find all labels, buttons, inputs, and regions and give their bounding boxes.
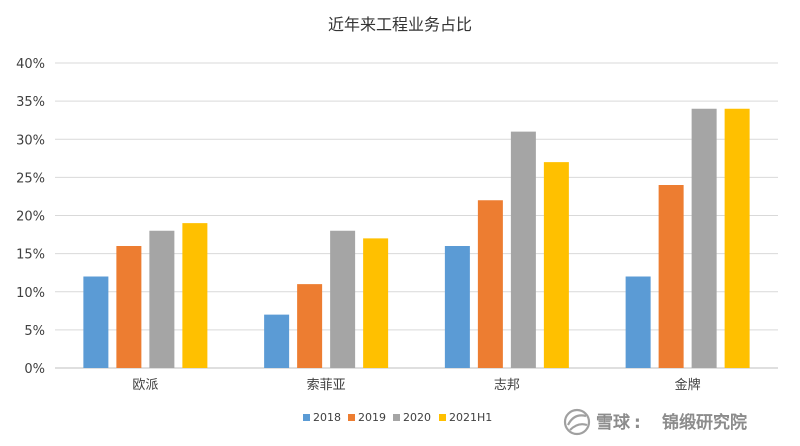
bar	[477, 200, 503, 368]
watermark: 雪球 : 锦缎研究院	[563, 408, 747, 436]
bar	[264, 314, 290, 368]
legend-swatch	[348, 414, 355, 421]
legend: 2018 2019 2020 2021H1	[303, 411, 492, 424]
bar	[149, 230, 175, 368]
watermark-separator: :	[634, 413, 641, 433]
y-tick-label: 5%	[24, 324, 45, 339]
legend-label: 2018	[313, 411, 341, 424]
legend-swatch	[393, 414, 400, 421]
bar	[658, 185, 684, 368]
x-category-label: 欧派	[132, 378, 158, 393]
bar	[444, 246, 470, 368]
y-tick-label: 15%	[16, 248, 45, 263]
legend-label: 2021H1	[449, 411, 492, 424]
bar	[724, 108, 750, 368]
watermark-brand: 雪球	[596, 413, 631, 433]
y-tick-label: 30%	[16, 133, 45, 148]
bar	[363, 238, 389, 368]
grid-layer	[55, 62, 778, 369]
y-tick-label: 0%	[24, 362, 45, 377]
x-category-label: 索菲亚	[307, 378, 346, 393]
bar	[625, 276, 651, 368]
y-axis-ticks: 0% 5% 10% 15% 20% 25% 30% 35% 40%	[16, 57, 45, 377]
chart-title: 近年来工程业务占比	[328, 15, 472, 34]
bar	[116, 246, 142, 368]
bar	[543, 162, 569, 368]
bar	[510, 131, 536, 368]
bars	[83, 108, 750, 368]
bar	[182, 223, 208, 368]
bar	[691, 108, 717, 368]
bar	[83, 276, 109, 368]
legend-swatch	[439, 414, 446, 421]
watermark-author: 锦缎研究院	[662, 412, 747, 433]
x-category-label: 志邦	[494, 378, 520, 393]
y-tick-label: 35%	[16, 95, 45, 110]
y-tick-label: 10%	[16, 286, 45, 301]
y-tick-label: 40%	[16, 57, 45, 72]
bar	[297, 284, 323, 368]
bar	[330, 230, 356, 368]
y-tick-label: 20%	[16, 210, 45, 225]
legend-swatch	[303, 414, 310, 421]
x-axis-categories: 欧派 索菲亚 志邦 金牌	[132, 377, 700, 393]
legend-label: 2020	[403, 411, 431, 424]
snowball-icon	[563, 408, 591, 436]
y-tick-label: 25%	[16, 171, 45, 186]
legend-label: 2019	[358, 411, 386, 424]
x-category-label: 金牌	[675, 377, 701, 393]
